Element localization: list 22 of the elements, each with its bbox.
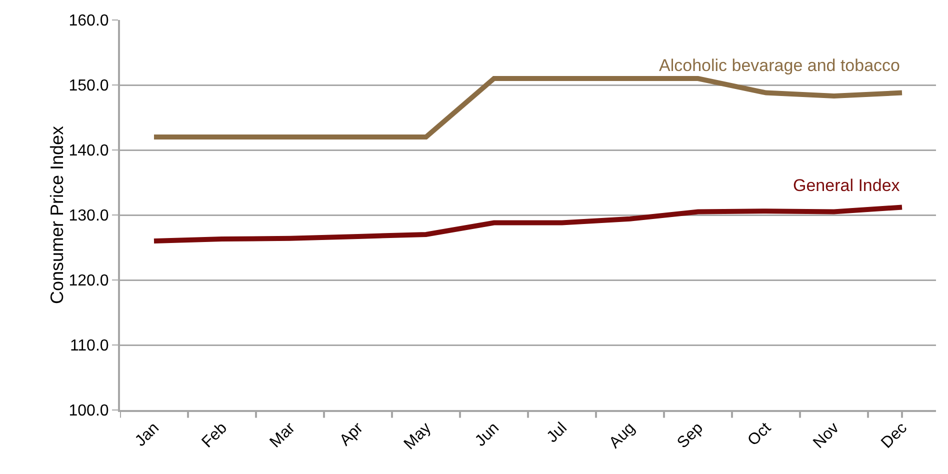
y-tick-label: 140.0 [68, 142, 109, 160]
y-tick-label: 100.0 [68, 402, 109, 420]
y-axis-title: Consumer Price Index [46, 126, 67, 304]
x-tick-label: Jan [132, 420, 162, 450]
x-tick-label: Jul [544, 420, 570, 446]
x-tick-label: Nov [810, 420, 842, 452]
x-tick-label: Apr [336, 419, 367, 450]
x-tick-label: Feb [198, 420, 231, 452]
y-tick-label: 130.0 [68, 208, 109, 225]
series-label: General Index [793, 176, 900, 195]
x-tick-label: Jun [472, 420, 502, 450]
y-tick-label: 110.0 [70, 338, 109, 355]
x-tick-label: Sep [674, 420, 707, 452]
x-tick-label: Mar [266, 419, 299, 452]
x-tick-label: May [401, 420, 434, 454]
series-label: Alcoholic bevarage and tobacco [659, 56, 900, 75]
y-tick-label: 160.0 [68, 12, 109, 30]
y-tick-label: 120.0 [68, 272, 109, 290]
y-tick-label: 150.0 [68, 78, 109, 95]
x-tick-label: Dec [878, 420, 910, 452]
x-tick-label: Oct [744, 419, 775, 450]
x-tick-label: Aug [606, 420, 638, 452]
